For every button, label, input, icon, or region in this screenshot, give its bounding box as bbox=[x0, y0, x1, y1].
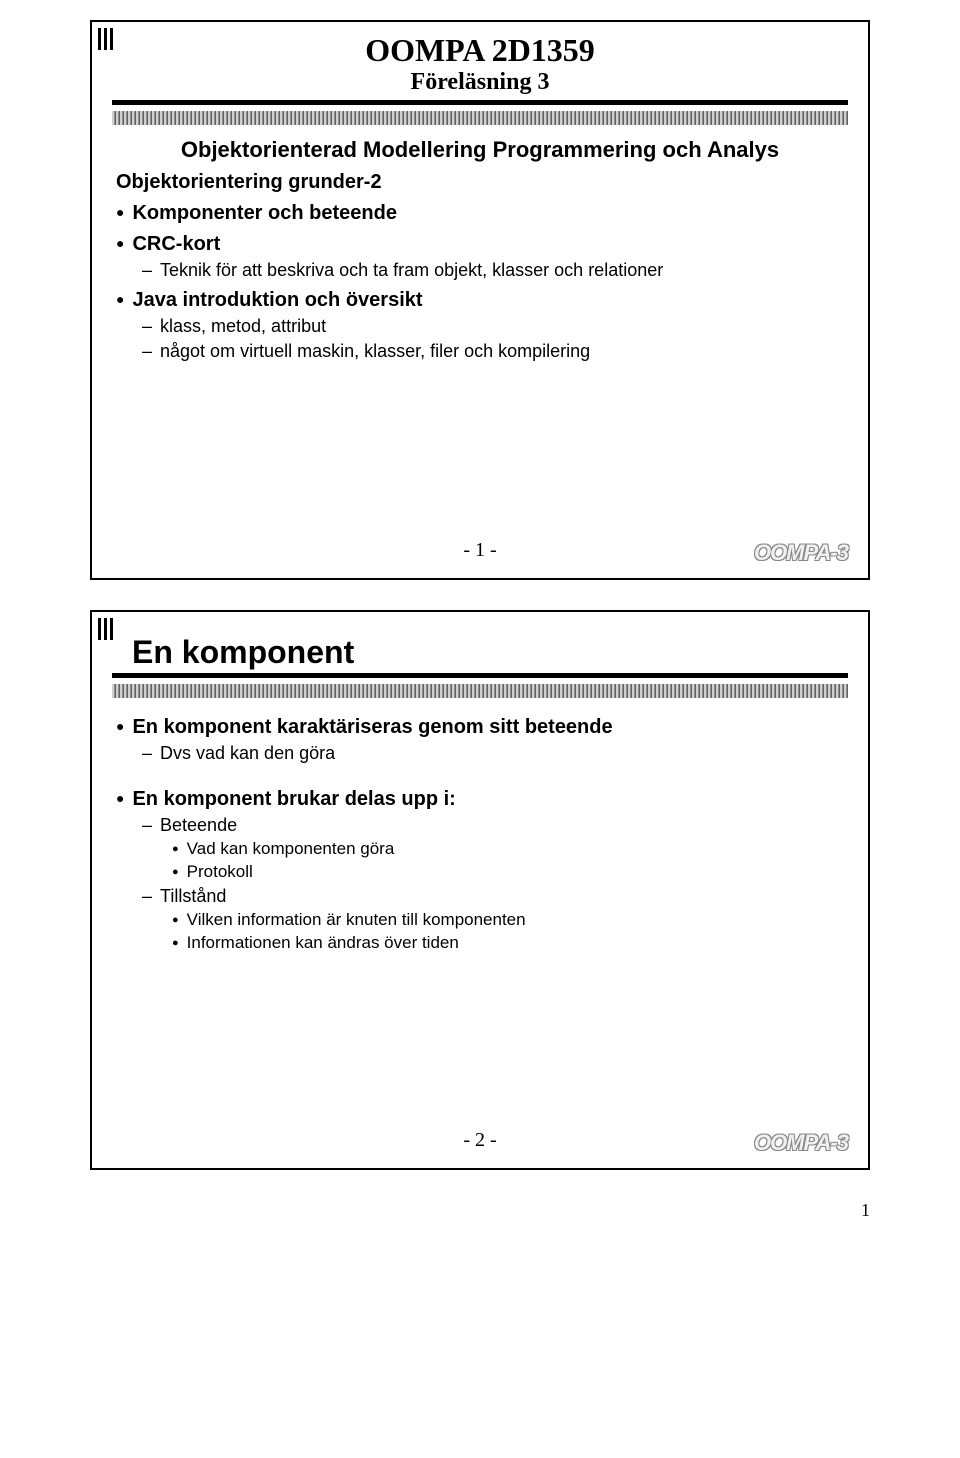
course-title: OOMPA 2D1359 bbox=[112, 32, 848, 69]
bullet-level1: CRC-kort bbox=[116, 233, 848, 256]
document-page-number: 1 bbox=[40, 1200, 920, 1221]
divider-thick bbox=[112, 100, 848, 105]
slide-page-number: - 1 - bbox=[463, 539, 496, 562]
bullet-level3: Protokoll bbox=[172, 862, 848, 882]
slide-1: OOMPA 2D1359 Föreläsning 3 Objektoriente… bbox=[90, 20, 870, 580]
divider-gradient bbox=[112, 684, 848, 698]
slide-heading: Objektorienterad Modellering Programmeri… bbox=[112, 137, 848, 163]
page-container: OOMPA 2D1359 Föreläsning 3 Objektoriente… bbox=[0, 0, 960, 1231]
bullet-level1: En komponent brukar delas upp i: bbox=[116, 788, 848, 811]
slide1-content: Objektorientering grunder-2 Komponenter … bbox=[112, 171, 848, 362]
bullet-level3: Vilken information är knuten till kompon… bbox=[172, 910, 848, 930]
footer-logo: OOMPA-3 bbox=[754, 540, 848, 566]
slide2-content: En komponent karaktäriseras genom sitt b… bbox=[112, 716, 848, 953]
bullet-level2: Beteende bbox=[142, 815, 848, 836]
divider-gradient bbox=[112, 111, 848, 125]
lecture-subtitle: Föreläsning 3 bbox=[112, 69, 848, 96]
bullet-level2: klass, metod, attribut bbox=[142, 316, 848, 337]
bullet-level3: Vad kan komponenten göra bbox=[172, 839, 848, 859]
footer-logo: OOMPA-3 bbox=[754, 1130, 848, 1156]
slide-title: En komponent bbox=[132, 634, 848, 671]
corner-decoration-icon bbox=[98, 618, 113, 640]
bullet-level1: Komponenter och beteende bbox=[116, 202, 848, 225]
bullet-level1: En komponent karaktäriseras genom sitt b… bbox=[116, 716, 848, 739]
bullet-level2: Tillstånd bbox=[142, 886, 848, 907]
bullet-level3: Informationen kan ändras över tiden bbox=[172, 933, 848, 953]
bullet-level2: något om virtuell maskin, klasser, filer… bbox=[142, 341, 848, 362]
bullet-level2: Dvs vad kan den göra bbox=[142, 743, 848, 764]
divider-thick bbox=[112, 673, 848, 678]
slide-2: En komponent En komponent karaktäriseras… bbox=[90, 610, 870, 1170]
bullet-level2: Teknik för att beskriva och ta fram obje… bbox=[142, 260, 848, 281]
corner-decoration-icon bbox=[98, 28, 113, 50]
section-label: Objektorientering grunder-2 bbox=[116, 171, 848, 194]
slide-page-number: - 2 - bbox=[463, 1129, 496, 1152]
bullet-level1: Java introduktion och översikt bbox=[116, 289, 848, 312]
